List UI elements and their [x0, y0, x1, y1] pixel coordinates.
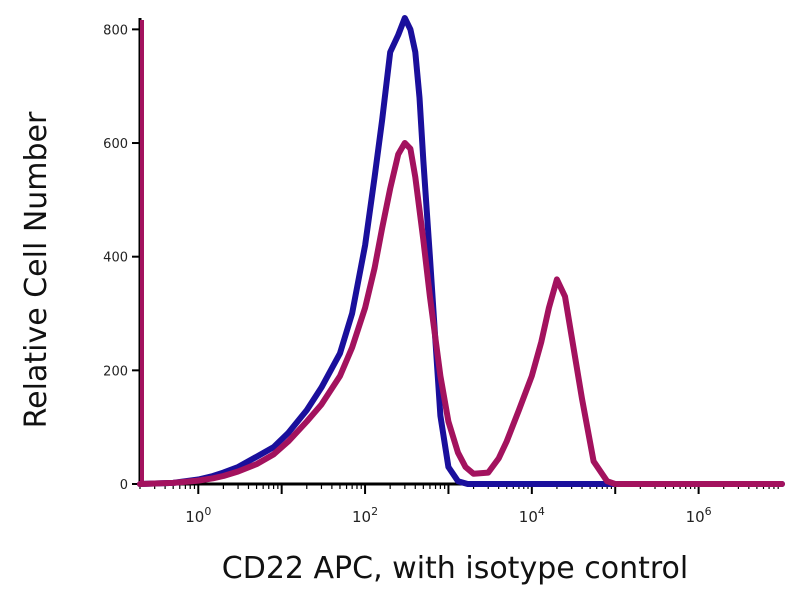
- x-ticks: 100 102 104 106: [139, 484, 779, 526]
- series-layer: [137, 15, 785, 487]
- y-tick-label: 0: [120, 478, 128, 493]
- series-line-1: [137, 140, 785, 487]
- axes: [138, 18, 782, 486]
- x-tick-label: 106: [686, 505, 712, 526]
- y-axis-title: Relative Cell Number: [19, 111, 54, 428]
- y-ticks: 0 200 400 600 800: [103, 23, 140, 493]
- series-line-0: [137, 15, 785, 487]
- x-tick-label: 102: [352, 505, 378, 526]
- y-tick-label: 200: [103, 364, 128, 379]
- y-tick-label: 800: [103, 23, 128, 38]
- y-tick-label: 400: [103, 251, 128, 266]
- y-tick-label: 600: [103, 137, 128, 152]
- x-tick-label: 104: [519, 505, 545, 526]
- x-axis-title: CD22 APC, with isotype control: [222, 551, 688, 586]
- x-tick-label: 100: [185, 505, 211, 526]
